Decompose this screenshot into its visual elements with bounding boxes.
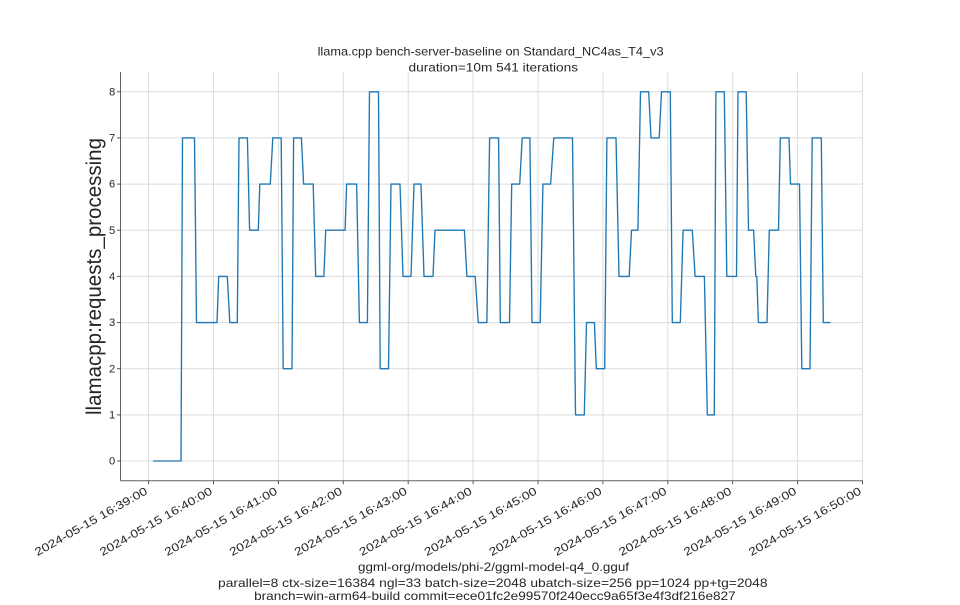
svg-text:0: 0 [109,456,115,468]
svg-text:8: 8 [109,86,115,98]
svg-text:duration=10m 541 iterations: duration=10m 541 iterations [409,61,579,75]
svg-text:llamacpp:requests_processing: llamacpp:requests_processing [83,138,106,415]
svg-text:ggml-org/models/phi-2/ggml-mod: ggml-org/models/phi-2/ggml-model-q4_0.gg… [358,560,630,574]
svg-text:5: 5 [109,225,115,237]
svg-text:branch=win-arm64-build commit=: branch=win-arm64-build commit=ece01fc2e9… [254,589,736,600]
svg-text:3: 3 [109,317,115,329]
svg-text:7: 7 [109,133,115,145]
svg-text:6: 6 [109,179,115,191]
svg-text:1: 1 [109,410,115,422]
svg-text:4: 4 [109,271,115,283]
svg-text:llama.cpp bench-server-baselin: llama.cpp bench-server-baseline on Stand… [318,45,664,59]
svg-text:2: 2 [109,363,115,375]
svg-text:parallel=8 ctx-size=16384 ngl=: parallel=8 ctx-size=16384 ngl=33 batch-s… [218,576,768,590]
